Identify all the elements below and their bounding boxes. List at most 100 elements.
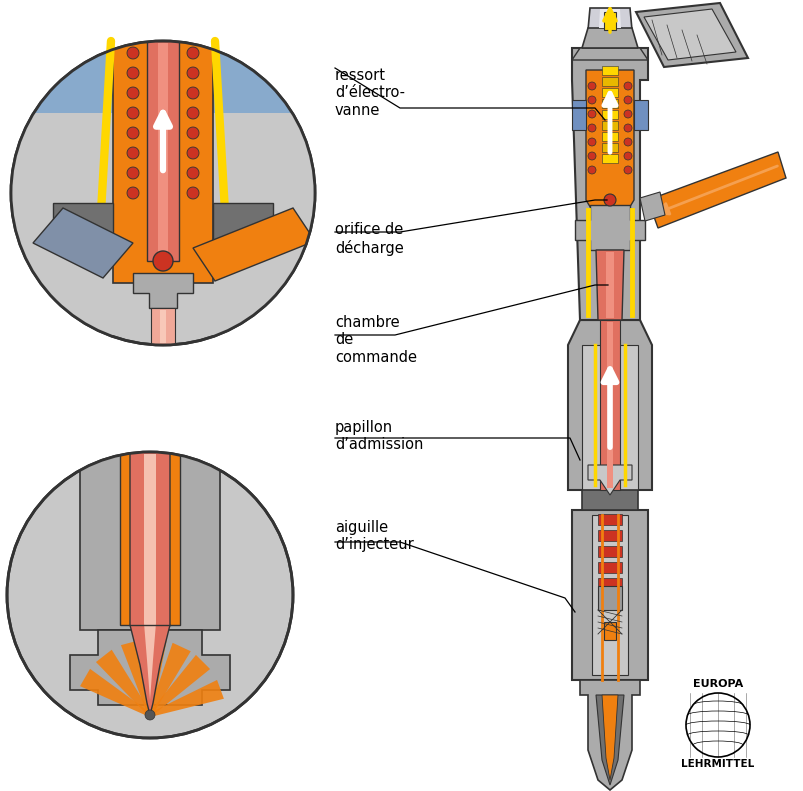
Text: orifice de
décharge: orifice de décharge	[335, 222, 403, 255]
Polygon shape	[193, 208, 315, 281]
Circle shape	[623, 152, 631, 160]
Circle shape	[7, 452, 292, 738]
Circle shape	[685, 693, 749, 757]
Circle shape	[187, 147, 199, 159]
Circle shape	[623, 166, 631, 174]
Circle shape	[127, 87, 139, 99]
Polygon shape	[149, 655, 210, 717]
Polygon shape	[120, 452, 180, 625]
Circle shape	[587, 124, 595, 132]
Polygon shape	[601, 695, 618, 780]
Circle shape	[11, 41, 315, 345]
Circle shape	[587, 110, 595, 118]
Bar	[601, 154, 618, 163]
Bar	[601, 77, 618, 86]
Text: LEHRMITTEL: LEHRMITTEL	[680, 759, 754, 769]
Polygon shape	[579, 680, 639, 790]
Circle shape	[187, 127, 199, 139]
Polygon shape	[213, 203, 273, 248]
Bar	[603, 12, 615, 30]
Polygon shape	[591, 515, 627, 675]
Polygon shape	[571, 510, 647, 680]
Circle shape	[587, 138, 595, 146]
Circle shape	[127, 67, 139, 79]
Polygon shape	[11, 113, 113, 345]
Polygon shape	[598, 9, 620, 28]
Polygon shape	[581, 345, 638, 490]
Circle shape	[127, 127, 139, 139]
Circle shape	[623, 110, 631, 118]
Polygon shape	[96, 649, 152, 716]
Polygon shape	[605, 252, 613, 318]
Polygon shape	[587, 465, 631, 495]
Circle shape	[187, 167, 199, 179]
Bar	[601, 66, 618, 75]
Circle shape	[623, 82, 631, 90]
Polygon shape	[147, 41, 179, 261]
Circle shape	[587, 96, 595, 104]
Circle shape	[127, 107, 139, 119]
Circle shape	[623, 96, 631, 104]
Polygon shape	[160, 310, 165, 343]
Circle shape	[187, 87, 199, 99]
Polygon shape	[587, 8, 631, 30]
Polygon shape	[213, 113, 315, 345]
Circle shape	[187, 67, 199, 79]
Polygon shape	[574, 205, 644, 250]
Circle shape	[587, 152, 595, 160]
Bar	[597, 546, 622, 557]
Bar	[601, 99, 618, 108]
Polygon shape	[581, 28, 638, 48]
Polygon shape	[33, 208, 132, 278]
Circle shape	[623, 138, 631, 146]
Polygon shape	[643, 9, 735, 60]
Circle shape	[187, 107, 199, 119]
Polygon shape	[130, 452, 169, 715]
Circle shape	[127, 47, 139, 59]
Bar	[601, 143, 618, 152]
Polygon shape	[635, 3, 747, 67]
Bar	[597, 530, 622, 541]
Polygon shape	[581, 490, 638, 510]
Polygon shape	[647, 152, 785, 228]
Polygon shape	[11, 41, 315, 113]
Circle shape	[127, 187, 139, 199]
Polygon shape	[595, 250, 623, 320]
Circle shape	[127, 167, 139, 179]
Bar	[601, 132, 618, 141]
Bar	[634, 100, 647, 130]
Text: ressort
d’électro-
vanne: ressort d’électro- vanne	[335, 68, 405, 118]
Bar	[597, 586, 622, 610]
Circle shape	[187, 187, 199, 199]
Polygon shape	[567, 320, 651, 490]
Polygon shape	[606, 322, 612, 488]
Bar	[597, 562, 622, 573]
Bar	[603, 622, 615, 640]
Bar	[597, 578, 622, 589]
Text: chambre
de
commande: chambre de commande	[335, 315, 417, 365]
Polygon shape	[53, 203, 113, 248]
Polygon shape	[120, 640, 152, 716]
Polygon shape	[585, 70, 634, 210]
Circle shape	[153, 251, 173, 271]
Polygon shape	[639, 192, 664, 221]
Circle shape	[587, 82, 595, 90]
Circle shape	[187, 47, 199, 59]
Text: papillon
d’admission: papillon d’admission	[335, 420, 423, 452]
Polygon shape	[571, 48, 647, 320]
Circle shape	[587, 166, 595, 174]
Text: aiguille
d’injecteur: aiguille d’injecteur	[335, 520, 414, 552]
Polygon shape	[144, 454, 156, 700]
Bar	[601, 121, 618, 130]
Polygon shape	[158, 43, 168, 259]
Polygon shape	[151, 308, 175, 345]
Polygon shape	[80, 452, 220, 630]
Polygon shape	[571, 48, 647, 60]
Bar	[571, 100, 585, 130]
Polygon shape	[132, 273, 193, 308]
Bar	[601, 88, 618, 97]
Polygon shape	[113, 41, 213, 283]
Bar	[601, 110, 618, 119]
Circle shape	[127, 147, 139, 159]
Polygon shape	[70, 630, 230, 705]
